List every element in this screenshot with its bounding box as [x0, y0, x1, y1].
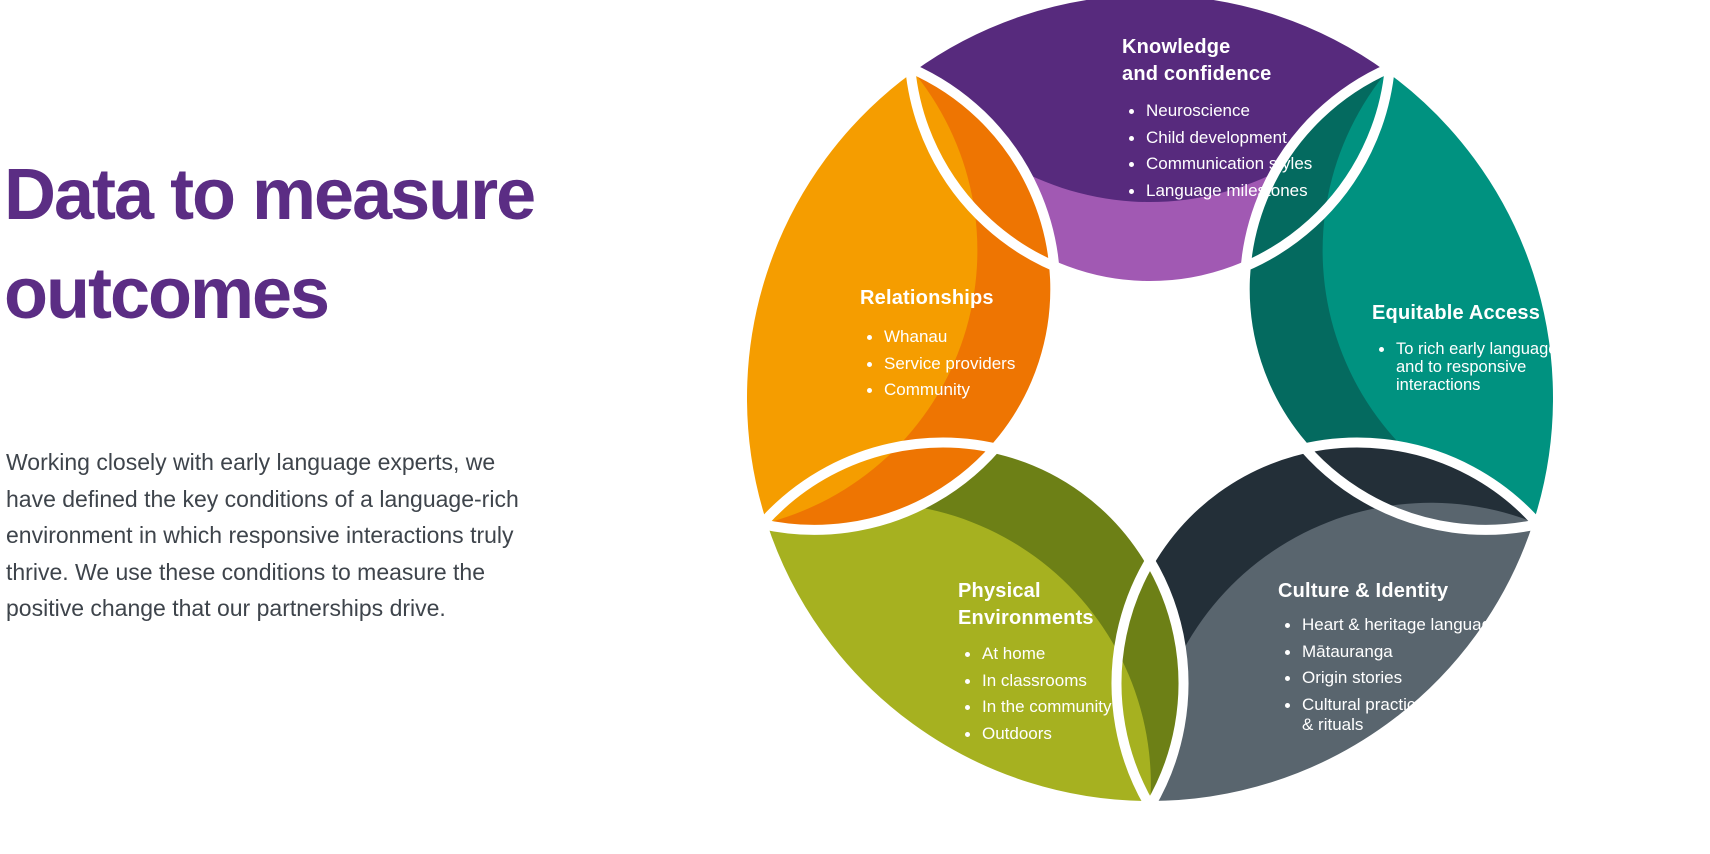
- bullet-dot: [1285, 702, 1290, 708]
- list-item: In the community: [965, 697, 1111, 717]
- petal-title: Physical Environments: [958, 580, 1094, 629]
- petal-text-culture-identity: Culture & Identity Heart & heritage lang…: [1278, 578, 1520, 741]
- petal-bullets: Neuroscience Child development Communica…: [1122, 101, 1312, 201]
- list-item: Service providers: [867, 354, 1015, 374]
- bullet-dot: [867, 361, 872, 367]
- list-item: Heart & heritage language(s): [1285, 615, 1520, 635]
- list-item: Communication styles: [1129, 154, 1312, 174]
- list-item: Outdoors: [965, 724, 1111, 744]
- petal-title: Culture & Identity: [1278, 580, 1449, 602]
- petal-bullets: Heart & heritage language(s) Mātauranga …: [1278, 615, 1520, 735]
- list-item: Community: [867, 380, 1015, 400]
- list-item: In classrooms: [965, 671, 1111, 691]
- petal-bullets: At home In classrooms In the community O…: [958, 644, 1111, 744]
- list-item: Origin stories: [1285, 668, 1520, 688]
- list-item: Whanau: [867, 327, 1015, 347]
- list-item: At home: [965, 644, 1111, 664]
- bullet-dot: [1285, 649, 1290, 655]
- list-item: Language milestones: [1129, 181, 1312, 201]
- bullet-dot: [965, 731, 970, 737]
- bullet-dot: [867, 388, 872, 393]
- list-item: Mātauranga: [1285, 642, 1520, 662]
- list-item: Neuroscience: [1129, 101, 1312, 121]
- bullet-dot: [1379, 347, 1384, 352]
- petal-title: Relationships: [860, 287, 994, 309]
- petal-title: Knowledge and confidence: [1122, 36, 1272, 85]
- list-item: Child development: [1129, 128, 1312, 148]
- petal-bullets: Whanau Service providers Community: [860, 327, 1015, 400]
- bullet-dot: [965, 705, 970, 710]
- bullet-dot: [867, 335, 872, 340]
- petal-text-knowledge: Knowledge and confidence Neuroscience Ch…: [1122, 34, 1312, 207]
- petal-text-relationships: Relationships Whanau Service providers C…: [860, 285, 1015, 407]
- bullet-dot: [1129, 188, 1134, 194]
- bullet-dot: [965, 652, 970, 657]
- bullet-dot: [1129, 109, 1134, 114]
- bullet-dot: [1129, 162, 1134, 167]
- bullet-dot: [965, 678, 970, 684]
- intro-paragraph: Working closely with early language expe…: [6, 449, 519, 621]
- petal-bullets: To rich early language and to responsive…: [1372, 340, 1582, 394]
- bullet-dot: [1285, 623, 1290, 628]
- bullet-dot: [1285, 676, 1290, 681]
- list-item: Cultural practices & rituals: [1285, 695, 1520, 735]
- petal-title: Equitable Access: [1372, 302, 1541, 324]
- bullet-dot: [1129, 135, 1134, 141]
- petal-text-equitable-access: Equitable Access To rich early language …: [1372, 300, 1582, 394]
- list-item: To rich early language and to responsive…: [1379, 340, 1582, 394]
- petal-text-physical-environments: Physical Environments At home In classro…: [958, 578, 1111, 750]
- page-title: Data to measure outcomes: [4, 155, 536, 334]
